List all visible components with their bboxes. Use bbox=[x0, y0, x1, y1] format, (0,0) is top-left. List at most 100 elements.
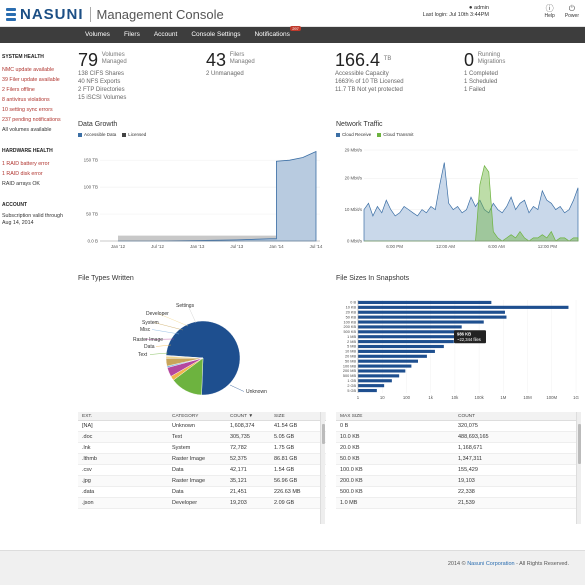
bar-category-label: 200 MB bbox=[343, 369, 357, 373]
table-row[interactable]: 200.0 KB 19,103 bbox=[336, 476, 576, 487]
bar-category-label: 5 MB bbox=[347, 345, 356, 349]
stat-line: 11.7 TB Not yet protected bbox=[335, 87, 403, 93]
sidebar-alert-link[interactable]: 1 RAID disk error bbox=[2, 171, 43, 177]
pie-label: Developer bbox=[146, 311, 169, 317]
table-row[interactable]: 50.0 KB 1,347,311 bbox=[336, 454, 576, 465]
nasuni-logo[interactable]: NASUNI Management Console bbox=[6, 6, 224, 23]
table-row[interactable]: .csv Data 42,171 1.54 GB bbox=[78, 465, 326, 476]
col-count-header[interactable]: COUNT ▼ bbox=[226, 412, 270, 420]
bar-category-label: 500 MB bbox=[343, 374, 357, 378]
table-row[interactable]: .doc Text 305,735 5.05 GB bbox=[78, 432, 326, 443]
col-ext-header[interactable]: EXT. bbox=[82, 414, 93, 419]
file-sizes-scrollbar[interactable] bbox=[576, 412, 581, 524]
table-cell: 20.0 KB bbox=[340, 445, 360, 451]
capacity-unit: TB bbox=[383, 56, 392, 62]
nav-notifications-label: Notifications bbox=[254, 31, 290, 38]
bar-category-label: 1 MB bbox=[347, 335, 356, 339]
volumes-stat[interactable]: 79 Volumes Managed 138 CIFS Shares 40 NFS… bbox=[78, 51, 127, 102]
table-row[interactable]: 10.0 KB 488,693,165 bbox=[336, 432, 576, 443]
legend-item[interactable]: Cloud Receive bbox=[336, 132, 371, 137]
sidebar-alert-link[interactable]: NMC update available bbox=[2, 67, 55, 73]
table-row[interactable]: 100.0 KB 155,429 bbox=[336, 465, 576, 476]
copyright-text: 2014 © Nasuni Corporation - All Rights R… bbox=[448, 561, 569, 567]
table-row[interactable]: 1.0 MB 21,539 bbox=[336, 498, 576, 509]
bar bbox=[358, 388, 377, 393]
nav-notifications[interactable]: Notifications 297 bbox=[247, 26, 301, 43]
legend-item[interactable]: Accessible Data bbox=[78, 132, 116, 137]
nav-console-settings[interactable]: Console Settings bbox=[191, 31, 241, 38]
file-sizes-table: MAX SIZE COUNT 0 B 320,075 10.0 KB 488,693,… bbox=[336, 412, 576, 509]
account-heading: ACCOUNT bbox=[2, 202, 27, 208]
bar bbox=[358, 305, 569, 309]
filers-stat[interactable]: 43 Filers Managed 2 Unmanaged bbox=[206, 50, 255, 78]
power-button[interactable]: ⏻ Power bbox=[565, 5, 579, 20]
stat-line: 2 Unmanaged bbox=[206, 71, 244, 77]
nav-account[interactable]: Account bbox=[153, 31, 178, 38]
capacity-stat[interactable]: 166.4 TB Accessible Capacity 1663% of 10… bbox=[335, 51, 404, 94]
legend-label: Accessible Data bbox=[84, 132, 117, 137]
table-row[interactable]: .jpg Raster Image 35,121 56.96 GB bbox=[78, 476, 326, 487]
migrations-stat[interactable]: 0 Running Migrations 1 Completed 1 Schedu… bbox=[464, 51, 505, 94]
table-cell: 21,539 bbox=[458, 500, 475, 506]
table-row[interactable]: 500.0 KB 22,338 bbox=[336, 487, 576, 498]
bar bbox=[358, 369, 406, 373]
nav-volumes[interactable]: Volumes bbox=[85, 31, 110, 38]
scroll-thumb[interactable] bbox=[322, 424, 325, 444]
app-header: NASUNI Management Console ● admin Last l… bbox=[0, 0, 585, 27]
table-row[interactable]: .data Data 21,451 226.63 MB bbox=[78, 487, 326, 498]
bar-category-label: 10 MB bbox=[345, 350, 356, 354]
company-link[interactable]: Nasuni Corporation bbox=[467, 561, 515, 567]
col-max-size-header[interactable]: MAX SIZE bbox=[340, 414, 363, 419]
table-cell: 56.96 GB bbox=[274, 478, 298, 484]
legend-label: Cloud Transmit bbox=[383, 132, 414, 137]
bar bbox=[358, 379, 392, 383]
subscription-text: Subscription valid through bbox=[2, 213, 63, 219]
data-growth-title-text: Data Growth bbox=[78, 121, 118, 128]
table-row[interactable]: .lthmb Raster Image 52,375 86.81 GB bbox=[78, 454, 326, 465]
legend-item[interactable]: Licensed bbox=[122, 132, 146, 137]
sidebar-alert-link[interactable]: 8 antivirus violations bbox=[2, 97, 50, 103]
sidebar-alert-link[interactable]: 10 setting sync errors bbox=[2, 107, 53, 113]
tooltip-category: 986 KB bbox=[457, 331, 471, 336]
table-cell: 41.54 GB bbox=[274, 423, 298, 429]
bar bbox=[358, 374, 400, 378]
network-traffic-chart[interactable]: 0 Mbit/s 10 Mbit/s 20 Mbit/s 29 Mbit/s 6:00 … bbox=[336, 140, 581, 250]
bar-category-label: 2 MB bbox=[347, 340, 356, 344]
data-growth-chart[interactable]: 0.0 B 50 TB 100 TB 150 TB Jan '12 Jul '12 Jan … bbox=[78, 140, 328, 250]
page-footer: 2014 © Nasuni Corporation - All Rights R… bbox=[0, 550, 585, 585]
col-count-header[interactable]: COUNT bbox=[458, 414, 476, 419]
col-size-header[interactable]: SIZE bbox=[274, 414, 285, 419]
pie-leader-line bbox=[151, 329, 180, 335]
user-menu[interactable]: ● admin Last login: Jul 10th 3:44PM bbox=[423, 5, 489, 19]
scroll-thumb[interactable] bbox=[578, 424, 581, 464]
filers-count: 43 bbox=[206, 50, 227, 70]
sidebar-alert-link[interactable]: 237 pending notifications bbox=[2, 117, 61, 123]
table-cell: 226.63 MB bbox=[274, 489, 301, 495]
table-row[interactable]: .json Developer 19,203 2.09 GB bbox=[78, 498, 326, 509]
legend-swatch bbox=[78, 132, 82, 137]
table-row[interactable]: 0 B 320,075 bbox=[336, 421, 576, 432]
table-cell: .doc bbox=[82, 434, 93, 440]
file-types-scrollbar[interactable] bbox=[320, 412, 325, 524]
pie-leader-line bbox=[144, 338, 175, 340]
table-cell: 22,338 bbox=[458, 489, 475, 495]
sidebar-alert-link[interactable]: 39 Filer update available bbox=[2, 77, 60, 83]
x-tick-label: 10 bbox=[380, 395, 385, 400]
table-cell: Developer bbox=[172, 500, 198, 506]
file-sizes-title-text: File Sizes In Snapshots bbox=[336, 275, 410, 282]
sidebar-alert-link[interactable]: 1 RAID battery error bbox=[2, 161, 50, 167]
nav-filers[interactable]: Filers bbox=[123, 31, 140, 38]
table-row[interactable]: .lnk System 72,782 1.75 GB bbox=[78, 443, 326, 454]
table-row[interactable]: 20.0 KB 1,168,671 bbox=[336, 443, 576, 454]
file-types-table: EXT. CATEGORY COUNT ▼ SIZE [NA] Unknown 1,… bbox=[78, 412, 326, 509]
sidebar-alert-link[interactable]: 2 Filers offline bbox=[2, 87, 35, 93]
legend-item[interactable]: Cloud Transmit bbox=[377, 132, 414, 137]
help-button[interactable]: ⓘ Help bbox=[545, 5, 555, 20]
bar-category-label: 500 KB bbox=[344, 330, 357, 334]
table-row[interactable]: [NA] Unknown 1,608,374 41.54 GB bbox=[78, 421, 326, 432]
bar-category-label: 100 KB bbox=[344, 320, 357, 324]
filers-unit: Filers bbox=[229, 52, 245, 58]
col-category-header[interactable]: CATEGORY bbox=[172, 414, 199, 419]
